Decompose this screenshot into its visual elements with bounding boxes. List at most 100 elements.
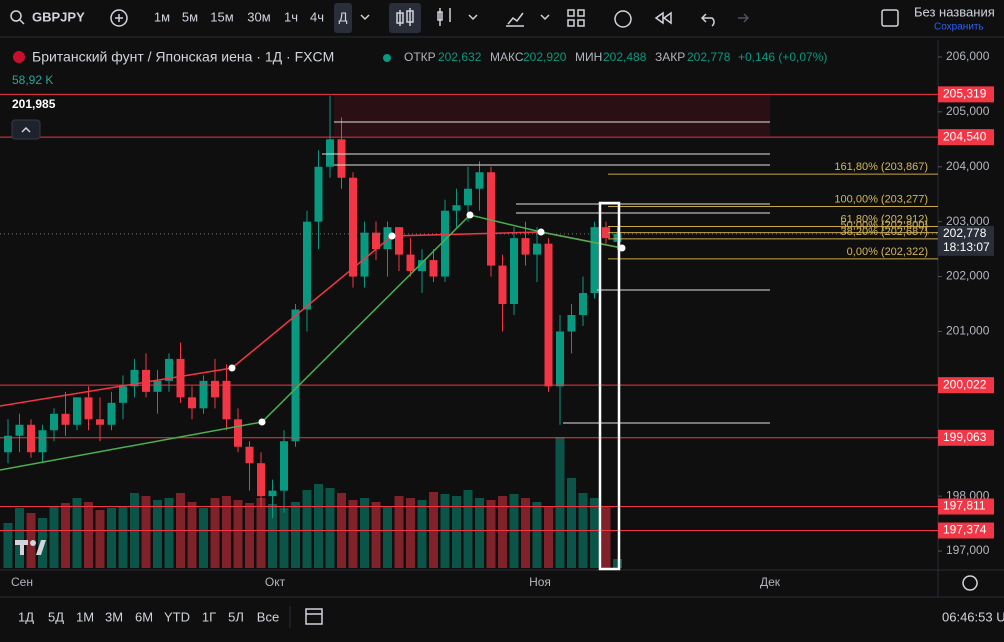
candle-body	[176, 358, 185, 398]
goto-date[interactable]	[305, 608, 323, 625]
range-button[interactable]: 5Л	[228, 609, 244, 624]
volume-bar	[613, 559, 622, 568]
x-tick-label: Сен	[11, 575, 33, 589]
interval-menu[interactable]	[360, 14, 370, 21]
undo[interactable]	[700, 13, 715, 27]
ohlc-value: 202,920	[523, 50, 567, 64]
y-tick-label: 201,000	[946, 324, 990, 338]
range-button[interactable]: 3М	[105, 609, 123, 624]
volume-value: 58,92 K	[12, 73, 53, 87]
last-price: 202,778	[943, 226, 987, 240]
candle-body	[613, 233, 622, 242]
search-icon[interactable]	[10, 10, 22, 22]
candle-body	[406, 254, 415, 272]
candle-body	[475, 172, 484, 189]
volume-bar	[567, 478, 576, 568]
candle-body	[452, 205, 461, 211]
volume-bar	[72, 498, 82, 568]
range-button[interactable]: Все	[257, 609, 279, 624]
x-tick-label: Окт	[265, 575, 286, 589]
volume-bar	[532, 502, 542, 568]
range-button[interactable]: 5Д	[48, 609, 64, 624]
candle-body	[245, 446, 254, 464]
volume-bar	[222, 496, 231, 568]
candle-body	[418, 260, 426, 272]
fib-label: 100,00% (203,277)	[834, 193, 928, 205]
volume-bar	[15, 508, 24, 568]
interval[interactable]: 1м	[154, 9, 170, 24]
fib-label: 50,00% (202,800)	[841, 220, 928, 232]
volume-bar	[475, 498, 484, 568]
candle-body	[510, 238, 518, 305]
y-tick-label: 206,000	[946, 49, 990, 63]
volume-bar	[486, 500, 496, 568]
x-tick-label: Дек	[760, 575, 781, 589]
interval[interactable]: Д	[339, 9, 348, 24]
volume-bar	[555, 437, 565, 568]
candle-body	[84, 397, 93, 420]
level-label: 200,022	[943, 377, 987, 391]
volume-bar	[452, 496, 461, 568]
volume-bar	[590, 498, 599, 568]
volume-bar	[325, 488, 335, 568]
level-label: 204,540	[943, 129, 987, 143]
layout-checkbox[interactable]	[881, 9, 899, 27]
volume-bar	[141, 496, 151, 568]
candle-body	[544, 243, 553, 387]
candle-body	[383, 227, 392, 250]
interval[interactable]: 30м	[247, 9, 270, 24]
range-button[interactable]: YTD	[164, 609, 190, 624]
collapse-button[interactable]	[11, 119, 41, 140]
candle-body	[107, 402, 116, 425]
indicators[interactable]	[506, 12, 524, 27]
drawings	[0, 121, 770, 571]
ohlc-value: 202,488	[603, 50, 647, 64]
range-button[interactable]: 1М	[76, 609, 94, 624]
symbol[interactable]: GBPJPY	[32, 9, 85, 24]
volume-bar	[95, 510, 105, 568]
chart-type-button[interactable]	[389, 3, 421, 33]
volume-bar	[406, 498, 415, 568]
compare-button[interactable]	[110, 9, 128, 27]
replay[interactable]	[654, 11, 672, 25]
interval[interactable]: 4ч	[310, 9, 324, 24]
candle-body	[291, 309, 300, 442]
layouts[interactable]	[567, 9, 585, 27]
highlight-box	[598, 201, 621, 571]
alert[interactable]	[614, 10, 632, 28]
candle-body	[337, 139, 346, 178]
candle-body	[602, 227, 610, 239]
candle-body	[153, 380, 162, 392]
volume-bar	[463, 490, 473, 568]
countdown: 18:13:07	[943, 240, 990, 254]
candle-body	[521, 238, 530, 255]
candle-body	[349, 177, 357, 277]
redo	[738, 13, 750, 23]
level-label: 197,811	[943, 499, 986, 513]
candle-body	[165, 358, 173, 381]
candle-body	[498, 265, 507, 305]
bar-style[interactable]	[437, 8, 451, 26]
ohlc-label: МИН	[575, 50, 602, 64]
range-button[interactable]: 1Д	[18, 609, 34, 624]
interval[interactable]: 5м	[182, 9, 198, 24]
ohlc-value: 202,632	[438, 50, 482, 64]
y-tick-label: 202,000	[946, 269, 990, 283]
candle-body	[211, 380, 219, 398]
save-state: Сохранить	[934, 22, 984, 33]
volume-bar	[210, 498, 220, 568]
interval[interactable]: 1ч	[284, 9, 298, 24]
interval[interactable]: 15м	[210, 9, 233, 24]
candle-body	[222, 380, 231, 420]
layout-name[interactable]: Без названия	[914, 4, 995, 19]
candle-body	[50, 413, 58, 431]
range-button[interactable]: 1Г	[202, 609, 216, 624]
x-tick-label: Ноя	[529, 575, 551, 589]
range-button[interactable]: 6М	[135, 609, 153, 624]
volume-bar	[268, 504, 277, 568]
volume-bar	[544, 506, 553, 568]
legend-title: Британский фунт / Японская иена · 1Д · F…	[32, 49, 334, 65]
settings-icon[interactable]	[962, 575, 978, 591]
active-interval-bg	[334, 3, 352, 33]
